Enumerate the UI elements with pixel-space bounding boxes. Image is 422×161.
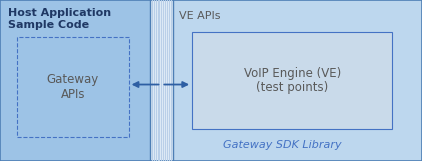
Text: VE APIs: VE APIs [179,11,221,21]
Text: Gateway
APIs: Gateway APIs [47,73,99,101]
Bar [173,0,422,161]
Text: VoIP Engine (VE)
(test points): VoIP Engine (VE) (test points) [243,66,341,95]
Text: Gateway SDK Library: Gateway SDK Library [223,140,342,150]
Text: Host Application
Sample Code: Host Application Sample Code [8,8,111,30]
Bar [0,0,150,161]
FancyBboxPatch shape [17,37,129,137]
Bar [150,0,173,161]
FancyBboxPatch shape [192,32,392,129]
